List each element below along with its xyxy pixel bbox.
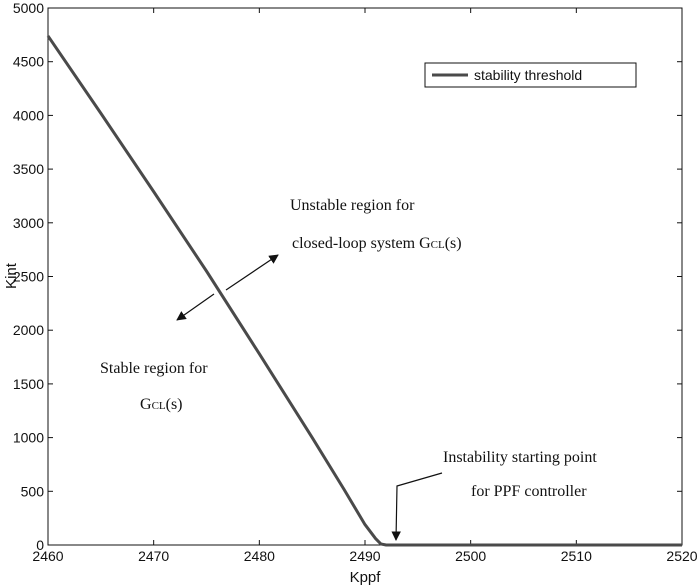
series-layer [46, 35, 682, 547]
y-tick-label: 2000 [13, 322, 44, 338]
x-tick-label: 2500 [455, 548, 486, 564]
y-tick-label: 0 [36, 537, 44, 553]
x-tick-label: 2490 [349, 548, 380, 564]
y-tick-label: 1500 [13, 376, 44, 392]
arrow-to-stable [176, 293, 215, 321]
y-tick-label: 4500 [13, 54, 44, 70]
y-tick-label: 5000 [13, 0, 44, 16]
unstable-annotation: Unstable region for closed-loop system G… [290, 197, 462, 252]
y-tick-label: 2500 [13, 269, 44, 285]
x-tick-label: 2470 [138, 548, 169, 564]
arrow-to-instability-point [391, 472, 443, 541]
unstable-line2: closed-loop system GCL(s) [292, 235, 462, 252]
instability-line2: for PPF controller [471, 483, 587, 500]
series-line-stability-threshold [46, 35, 682, 547]
x-tick-label: 2510 [561, 548, 592, 564]
plot-area [47, 7, 683, 546]
x-tick-label: 2480 [244, 548, 275, 564]
y-axis-label: Kint [3, 262, 20, 289]
arrow-to-unstable [225, 254, 279, 291]
stable-line2: GCL(s) [140, 396, 183, 413]
unstable-line1: Unstable region for [290, 197, 415, 214]
y-tick-label: 3000 [13, 215, 44, 231]
y-tick-label: 4000 [13, 107, 44, 123]
stable-annotation: Stable region for GCL(s) [100, 360, 208, 413]
legend: stability threshold [424, 62, 637, 88]
y-axis-ticks: 0 500 1000 1500 2000 2500 3000 3500 4000 4500 5000 [13, 0, 682, 553]
y-tick-label: 500 [21, 483, 45, 499]
y-tick-label: 3500 [13, 161, 44, 177]
x-axis-label: Kppf [350, 569, 382, 586]
x-tick-label: 2520 [666, 548, 697, 564]
instability-line1: Instability starting point [443, 449, 597, 466]
stable-line1: Stable region for [100, 360, 208, 377]
instability-annotation: Instability starting point for PPF contr… [443, 449, 597, 500]
legend-label: stability threshold [474, 67, 582, 83]
x-tick-label: 2460 [32, 548, 63, 564]
y-tick-label: 1000 [13, 430, 44, 446]
